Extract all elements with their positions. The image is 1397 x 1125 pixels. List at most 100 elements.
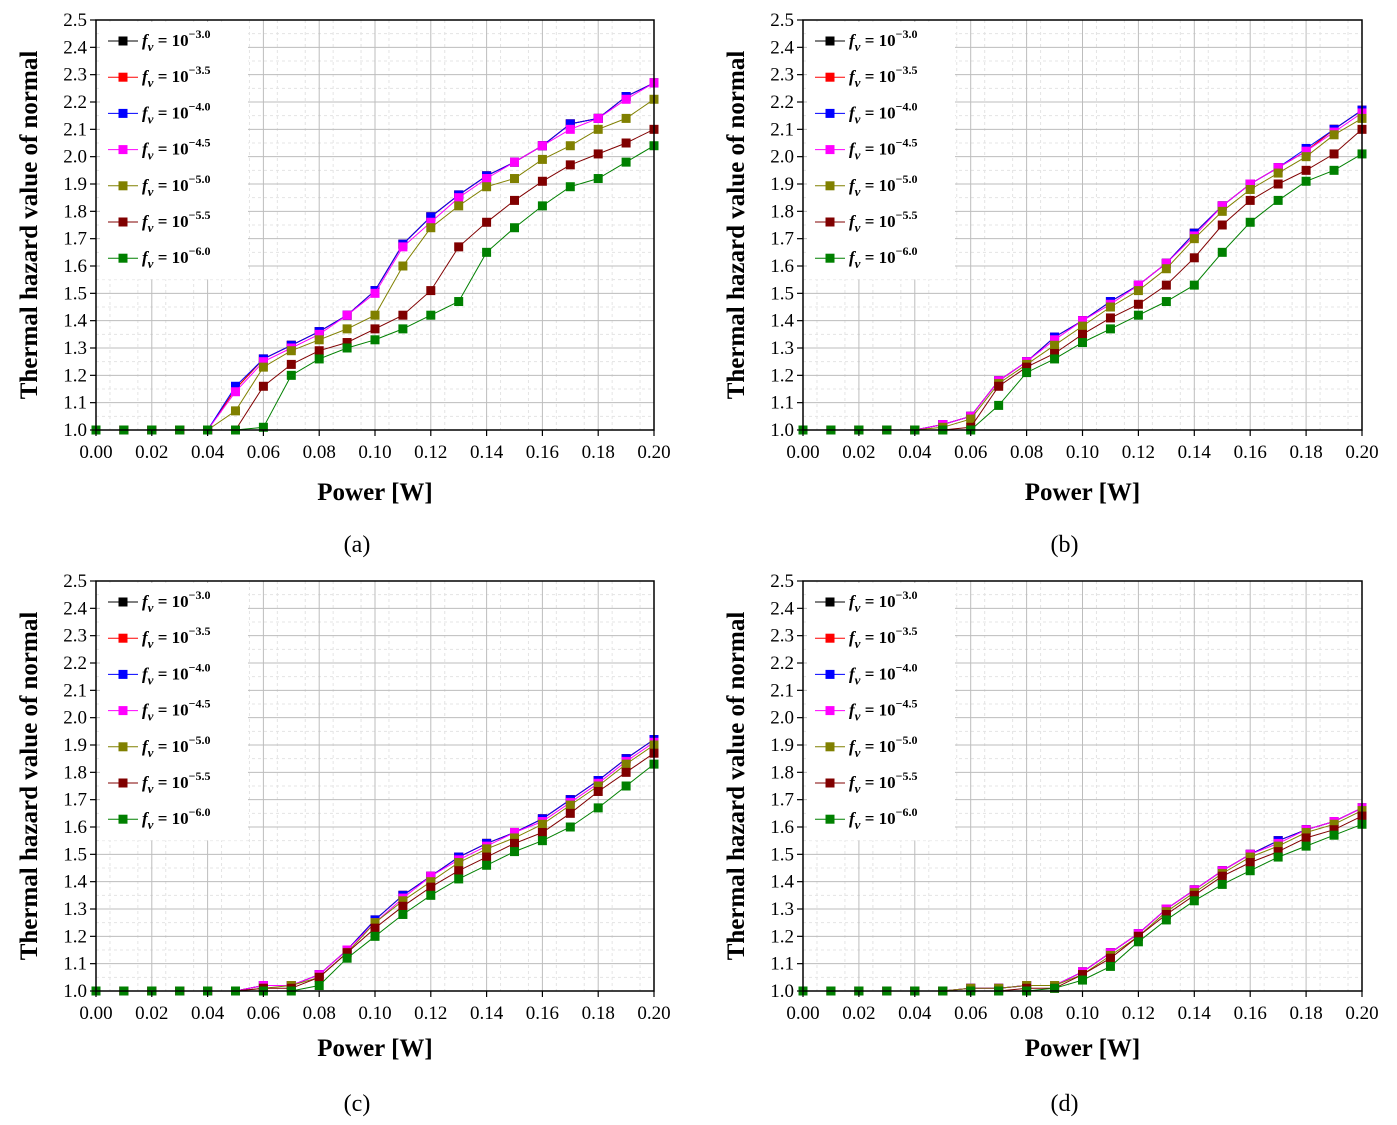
- y-tick-label: 2.5: [770, 10, 794, 31]
- y-tick-label: 2.5: [770, 571, 794, 592]
- y-axis-label: Thermal hazard value of normal: [723, 51, 750, 400]
- data-point-s6-12: [1105, 953, 1115, 963]
- data-point-s4-18: [1273, 163, 1283, 173]
- data-point-s6-17: [1245, 195, 1255, 205]
- x-tick-label: 0.08: [303, 1003, 336, 1024]
- y-tick-label: 1.7: [63, 229, 87, 250]
- data-point-s4-17: [537, 141, 547, 151]
- legend-marker: [825, 778, 835, 788]
- y-tick-label: 2.2: [63, 653, 87, 674]
- data-point-s7-10: [342, 953, 352, 963]
- x-tick-label: 0.10: [1066, 1003, 1099, 1024]
- data-point-s4-16: [510, 157, 519, 167]
- x-tick-label: 0.14: [1178, 442, 1212, 463]
- data-point-s5-8: [286, 346, 296, 356]
- legend-entry-4: fv = 10−4.5: [849, 136, 917, 163]
- data-point-s7-18: [565, 182, 575, 192]
- y-tick-label: 1.7: [63, 790, 87, 811]
- data-point-s7-15: [482, 247, 492, 257]
- data-point-s5-19: [593, 124, 603, 134]
- data-point-s6-20: [621, 138, 631, 148]
- y-tick-label: 1.3: [770, 899, 794, 920]
- y-tick-label: 1.4: [63, 311, 87, 332]
- data-point-s5-13: [426, 877, 436, 887]
- data-point-s5-12: [398, 261, 408, 271]
- y-tick-label: 2.0: [770, 147, 794, 168]
- y-tick-label: 2.1: [63, 119, 87, 140]
- data-point-s7-20: [1329, 165, 1339, 175]
- legend-marker: [825, 36, 835, 46]
- data-point-s7-15: [482, 860, 492, 870]
- y-tick-label: 1.7: [770, 229, 794, 250]
- legend-marker: [825, 72, 835, 82]
- x-tick-label: 0.10: [1066, 442, 1099, 463]
- data-point-s5-10: [1050, 340, 1060, 350]
- data-point-s4-11: [1078, 316, 1087, 326]
- legend-entry-6: fv = 10−5.5: [142, 769, 210, 796]
- x-tick-label: 0.12: [414, 442, 447, 463]
- data-point-s5-18: [1273, 168, 1283, 178]
- y-tick-label: 2.0: [63, 147, 87, 168]
- data-point-s5-14: [454, 858, 464, 868]
- data-point-s5-12: [398, 896, 408, 906]
- x-tick-label: 0.12: [1122, 442, 1155, 463]
- legend-marker: [118, 181, 128, 191]
- data-point-s7-13: [1133, 937, 1143, 947]
- y-tick-label: 1.1: [770, 954, 794, 975]
- x-axis-label: Power [W]: [1025, 479, 1140, 506]
- legend-marker: [118, 72, 128, 82]
- data-point-s7-15: [1189, 280, 1199, 290]
- data-point-s5-19: [1301, 152, 1311, 162]
- legend-entry-3: fv = 10−4.0: [849, 660, 917, 687]
- data-point-s5-11: [370, 310, 380, 320]
- legend-entry-6: fv = 10−5.5: [849, 208, 917, 235]
- y-tick-label: 1.2: [63, 365, 87, 386]
- y-tick-label: 1.0: [63, 420, 87, 441]
- data-point-s6-8: [286, 359, 296, 369]
- x-tick-label: 0.02: [135, 442, 168, 463]
- legend-entry-4: fv = 10−4.5: [142, 697, 210, 724]
- data-point-s6-14: [454, 866, 464, 876]
- data-point-s7-10: [342, 343, 352, 353]
- data-point-s6-17: [537, 176, 547, 186]
- data-point-s5-14: [1161, 264, 1171, 274]
- x-tick-label: 0.06: [954, 1003, 987, 1024]
- data-point-s7-19: [593, 174, 603, 184]
- y-tick-label: 1.3: [63, 338, 87, 359]
- x-tick-label: 0.18: [1289, 1003, 1322, 1024]
- y-tick-label: 1.4: [770, 872, 794, 893]
- y-tick-label: 2.4: [770, 37, 794, 58]
- data-point-s4-14: [1161, 258, 1171, 268]
- legend-marker: [825, 145, 835, 155]
- y-tick-label: 1.9: [63, 174, 87, 195]
- data-point-s5-7: [258, 362, 268, 372]
- data-point-s6-16: [1217, 220, 1227, 230]
- x-tick-label: 0.08: [1010, 1003, 1043, 1024]
- data-point-s5-7: [966, 414, 976, 424]
- x-tick-label: 0.16: [1234, 1003, 1267, 1024]
- data-point-s6-18: [1273, 179, 1283, 189]
- data-point-s5-20: [621, 113, 631, 123]
- y-tick-label: 1.5: [770, 283, 794, 304]
- data-point-s3-6: [231, 381, 240, 391]
- data-point-s4-14: [454, 193, 464, 203]
- data-point-s4-16: [510, 827, 519, 837]
- data-point-s5-20: [1329, 819, 1339, 829]
- x-tick-label: 0.14: [470, 1003, 504, 1024]
- data-point-s5-11: [1078, 321, 1087, 331]
- data-point-s6-12: [1105, 313, 1115, 323]
- data-point-s6-9: [1022, 362, 1032, 372]
- y-tick-label: 1.4: [63, 872, 87, 893]
- data-point-s6-11: [1078, 970, 1087, 980]
- data-point-s6-19: [1301, 165, 1311, 175]
- legend-marker: [118, 108, 128, 118]
- x-tick-label: 0.20: [637, 1003, 670, 1024]
- legend-entry-1: fv = 10−3.0: [142, 27, 210, 54]
- data-point-s7-9: [1022, 368, 1032, 378]
- x-tick-label: 0.18: [582, 442, 615, 463]
- x-tick-label: 0.10: [358, 1003, 391, 1024]
- y-tick-label: 2.5: [63, 10, 87, 31]
- data-point-s7-10: [1050, 983, 1060, 993]
- y-tick-label: 2.5: [63, 571, 87, 592]
- data-point-s6-18: [1273, 847, 1283, 857]
